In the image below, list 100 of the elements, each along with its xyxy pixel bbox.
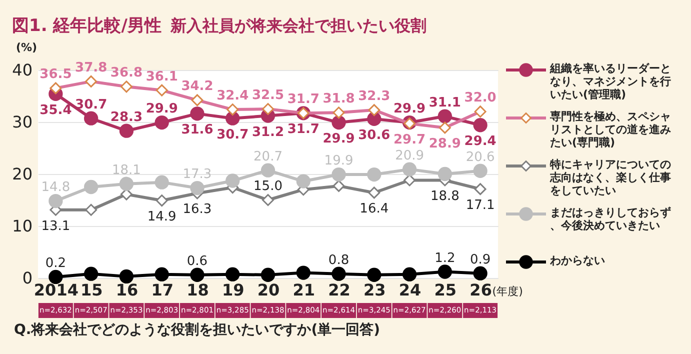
point <box>84 180 98 194</box>
legend-label: わからない <box>549 254 605 267</box>
point <box>367 268 382 282</box>
point <box>84 266 98 281</box>
data-label: 32.3 <box>358 89 390 104</box>
data-label: 31.7 <box>287 122 320 138</box>
data-label: 28.3 <box>110 110 142 125</box>
point <box>332 115 346 130</box>
point <box>226 267 240 282</box>
x-tick-label: 26 <box>470 280 492 300</box>
data-label: 31.2 <box>252 124 284 140</box>
data-label: 30.6 <box>358 128 390 143</box>
x-tick-label: 23 <box>364 280 386 300</box>
data-label: 30.7 <box>75 97 108 112</box>
data-label: 29.4 <box>464 134 496 150</box>
data-label: 0.9 <box>470 252 491 268</box>
data-label: 37.8 <box>75 60 108 76</box>
x-tick-label: 22 <box>328 280 350 300</box>
point <box>260 268 276 282</box>
point <box>119 176 134 191</box>
data-label: 36.1 <box>146 69 178 84</box>
point <box>402 162 417 176</box>
data-label: 20.7 <box>254 149 282 164</box>
data-label: 36.5 <box>40 67 72 82</box>
data-label: 0.8 <box>328 252 350 268</box>
data-label: 29.9 <box>394 102 426 117</box>
x-tick-label: 20 <box>257 280 280 300</box>
data-label: 29.9 <box>322 132 355 147</box>
x-axis-title: (年度) <box>492 285 523 298</box>
data-label: 32.5 <box>252 88 284 103</box>
point <box>119 124 134 138</box>
y-tick-label: 40 <box>12 60 32 80</box>
data-label: 31.8 <box>322 92 355 107</box>
data-label: 20.9 <box>395 148 424 164</box>
point <box>367 167 382 182</box>
legend-label: まだはっきりしておらず、今後決めていきたい <box>550 206 671 232</box>
point <box>332 167 346 182</box>
point <box>296 266 310 280</box>
data-label: 1.2 <box>434 250 456 266</box>
data-label: 35.4 <box>40 102 72 118</box>
data-label: 19.9 <box>324 154 354 169</box>
x-tick-label: 17 <box>151 280 174 300</box>
data-label: 31.1 <box>428 95 461 110</box>
x-tick-label: 16 <box>116 280 138 300</box>
data-label: 0.2 <box>45 256 66 271</box>
point <box>48 194 63 208</box>
point <box>190 180 204 196</box>
data-label: 18.8 <box>430 189 460 204</box>
point <box>473 118 488 132</box>
legend-label: 組織を率いるリーダーとなり、マネジメントを行いたい(管理職) <box>549 62 671 101</box>
data-label: 28.9 <box>428 136 461 152</box>
point <box>190 268 204 282</box>
y-axis-title: (%) <box>16 41 38 54</box>
point <box>154 267 169 282</box>
point <box>473 164 488 178</box>
y-tick-label: 30 <box>12 112 32 132</box>
data-label: 17.1 <box>466 198 495 214</box>
legend-label: 専門性を極め、スペシャリストとしての道を進みたい(専門職) <box>549 110 671 149</box>
data-label: 32.4 <box>216 88 249 104</box>
data-label: 14.9 <box>147 210 176 225</box>
point <box>85 204 98 216</box>
x-tick-label: 2014 <box>34 280 78 300</box>
data-label: 30.7 <box>216 127 249 142</box>
data-label: 29.9 <box>146 102 178 117</box>
point <box>48 270 63 284</box>
data-label: 15.0 <box>254 179 282 194</box>
data-label: 16.3 <box>182 202 212 218</box>
point <box>190 106 204 121</box>
data-label: 31.7 <box>287 92 320 108</box>
point <box>226 111 240 126</box>
point <box>402 267 417 282</box>
data-label: 18.1 <box>112 162 141 178</box>
legend-label: 特にキャリアについての志向はなく、楽しく仕事をしていたい <box>549 158 671 197</box>
point <box>438 109 452 124</box>
data-label: 36.8 <box>110 66 142 81</box>
point <box>367 112 382 126</box>
point <box>438 264 452 279</box>
data-label: 13.1 <box>41 218 70 234</box>
point <box>119 269 134 284</box>
x-tick-label: 18 <box>186 280 209 300</box>
data-label: 31.6 <box>181 122 214 138</box>
chart-subtitle: 新入社員が将来会社で担いたい役割 <box>170 16 427 35</box>
point <box>154 175 169 190</box>
data-label: 29.7 <box>394 132 426 148</box>
y-tick-label: 0 <box>22 268 32 288</box>
x-tick-label: 25 <box>434 280 457 300</box>
point <box>262 194 274 206</box>
chart-title: 図1. 経年比較/男性 <box>12 16 162 36</box>
y-tick-label: 20 <box>12 164 32 184</box>
x-tick-label: 19 <box>222 280 244 300</box>
data-label: 34.2 <box>181 79 214 94</box>
point <box>474 183 486 196</box>
point <box>154 115 169 130</box>
data-label: 20.6 <box>466 150 495 165</box>
y-tick-label: 10 <box>12 216 32 236</box>
point <box>260 163 276 178</box>
text: Q.将来会社でどのような役割を担いたいですか(単一回答) <box>14 321 380 338</box>
point <box>296 174 310 188</box>
point <box>473 266 488 280</box>
data-label: 0.6 <box>186 254 208 269</box>
